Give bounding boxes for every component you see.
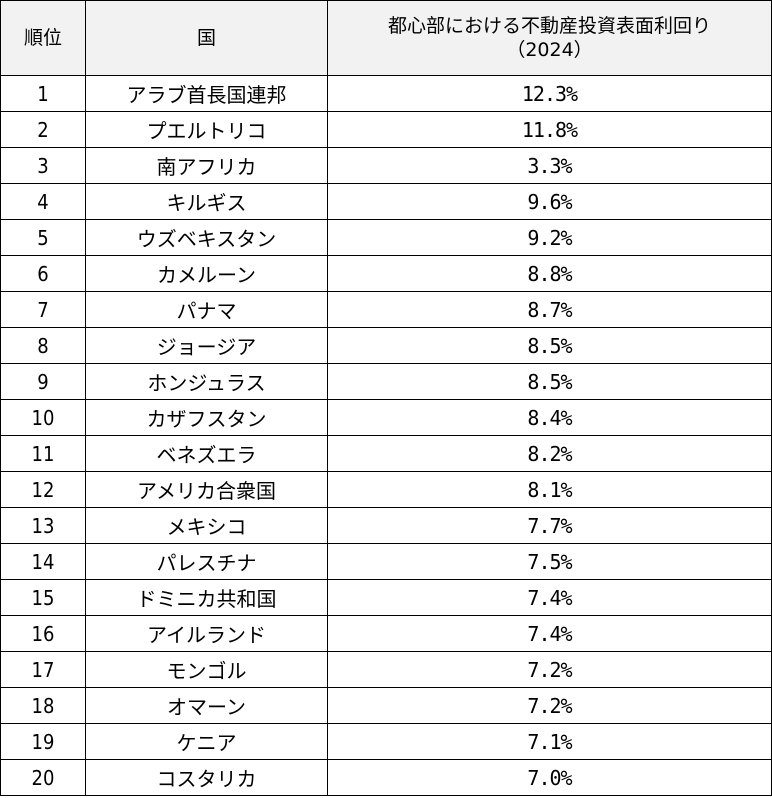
table-row: 17 モンゴル 7.2%	[0, 651, 772, 688]
yield-cell: 11.8%	[327, 111, 772, 148]
country-cell: ホンジュラス	[85, 363, 328, 400]
table-row: 13 メキシコ 7.7%	[0, 507, 772, 544]
rank-cell: 18	[0, 687, 86, 724]
header-rank: 順位	[0, 0, 86, 76]
country-cell: カメルーン	[85, 255, 328, 292]
yield-cell: 9.2%	[327, 219, 772, 256]
country-cell: カザフスタン	[85, 399, 328, 436]
country-cell: パレスチナ	[85, 543, 328, 580]
yield-cell: 8.1%	[327, 471, 772, 508]
rank-cell: 4	[0, 183, 86, 220]
rank-cell: 13	[0, 507, 86, 544]
rank-cell: 16	[0, 615, 86, 652]
rank-cell: 5	[0, 219, 86, 256]
country-cell: 南アフリカ	[85, 147, 328, 184]
rank-cell: 12	[0, 471, 86, 508]
header-country: 国	[85, 0, 328, 76]
country-cell: アイルランド	[85, 615, 328, 652]
table-row: 5 ウズベキスタン 9.2%	[0, 219, 772, 256]
country-cell: モンゴル	[85, 651, 328, 688]
country-cell: パナマ	[85, 291, 328, 328]
rank-cell: 9	[0, 363, 86, 400]
table-body: 1 アラブ首長国連邦 12.3% 2 プエルトリコ 11.8% 3 南アフリカ 3.3% 4 キルギ…	[0, 75, 772, 796]
rank-cell: 15	[0, 579, 86, 616]
rank-cell: 17	[0, 651, 86, 688]
country-cell: ジョージア	[85, 327, 328, 364]
yield-cell: 8.7%	[327, 291, 772, 328]
country-cell: メキシコ	[85, 507, 328, 544]
table-row: 4 キルギス 9.6%	[0, 183, 772, 220]
yield-cell: 9.6%	[327, 183, 772, 220]
yield-cell: 7.5%	[327, 543, 772, 580]
table-row: 12 アメリカ合衆国 8.1%	[0, 471, 772, 508]
rank-cell: 3	[0, 147, 86, 184]
yield-cell: 7.2%	[327, 687, 772, 724]
country-cell: オマーン	[85, 687, 328, 724]
table-row: 9 ホンジュラス 8.5%	[0, 363, 772, 400]
country-cell: ウズベキスタン	[85, 219, 328, 256]
table-row: 7 パナマ 8.7%	[0, 291, 772, 328]
yield-cell: 7.1%	[327, 723, 772, 760]
rank-cell: 14	[0, 543, 86, 580]
yield-cell: 7.0%	[327, 759, 772, 796]
table-row: 15 ドミニカ共和国 7.4%	[0, 579, 772, 616]
rank-cell: 7	[0, 291, 86, 328]
table-row: 18 オマーン 7.2%	[0, 687, 772, 724]
table-row: 20 コスタリカ 7.0%	[0, 759, 772, 796]
rank-cell: 8	[0, 327, 86, 364]
rank-cell: 19	[0, 723, 86, 760]
country-cell: ドミニカ共和国	[85, 579, 328, 616]
yield-cell: 12.3%	[327, 75, 772, 112]
country-cell: キルギス	[85, 183, 328, 220]
header-yield: 都心部における不動産投資表面利回り （2024）	[327, 0, 772, 76]
yield-cell: 7.2%	[327, 651, 772, 688]
table-row: 1 アラブ首長国連邦 12.3%	[0, 75, 772, 112]
header-yield-year: （2024）	[506, 39, 593, 61]
rank-cell: 10	[0, 399, 86, 436]
rank-cell: 6	[0, 255, 86, 292]
yield-cell: 8.2%	[327, 435, 772, 472]
table-row: 6 カメルーン 8.8%	[0, 255, 772, 292]
table-row: 2 プエルトリコ 11.8%	[0, 111, 772, 148]
rank-cell: 2	[0, 111, 86, 148]
country-cell: アメリカ合衆国	[85, 471, 328, 508]
country-cell: プエルトリコ	[85, 111, 328, 148]
rank-cell: 1	[0, 75, 86, 112]
yield-cell: 7.4%	[327, 579, 772, 616]
table-row: 3 南アフリカ 3.3%	[0, 147, 772, 184]
yield-cell: 7.7%	[327, 507, 772, 544]
table-header: 順位 国 都心部における不動産投資表面利回り （2024）	[0, 0, 772, 76]
rank-cell: 11	[0, 435, 86, 472]
yield-cell: 8.5%	[327, 327, 772, 364]
yield-cell: 8.5%	[327, 363, 772, 400]
table-row: 11 ベネズエラ 8.2%	[0, 435, 772, 472]
country-cell: アラブ首長国連邦	[85, 75, 328, 112]
yield-cell: 8.4%	[327, 399, 772, 436]
table-row: 14 パレスチナ 7.5%	[0, 543, 772, 580]
header-row: 順位 国 都心部における不動産投資表面利回り （2024）	[0, 0, 772, 76]
table-row: 19 ケニア 7.1%	[0, 723, 772, 760]
country-cell: コスタリカ	[85, 759, 328, 796]
yield-cell: 8.8%	[327, 255, 772, 292]
country-cell: ケニア	[85, 723, 328, 760]
yield-cell: 7.4%	[327, 615, 772, 652]
table-row: 10 カザフスタン 8.4%	[0, 399, 772, 436]
table-row: 16 アイルランド 7.4%	[0, 615, 772, 652]
header-yield-title: 都心部における不動産投資表面利回り	[387, 15, 711, 37]
table-row: 8 ジョージア 8.5%	[0, 327, 772, 364]
rank-cell: 20	[0, 759, 86, 796]
yield-cell: 3.3%	[327, 147, 772, 184]
country-cell: ベネズエラ	[85, 435, 328, 472]
